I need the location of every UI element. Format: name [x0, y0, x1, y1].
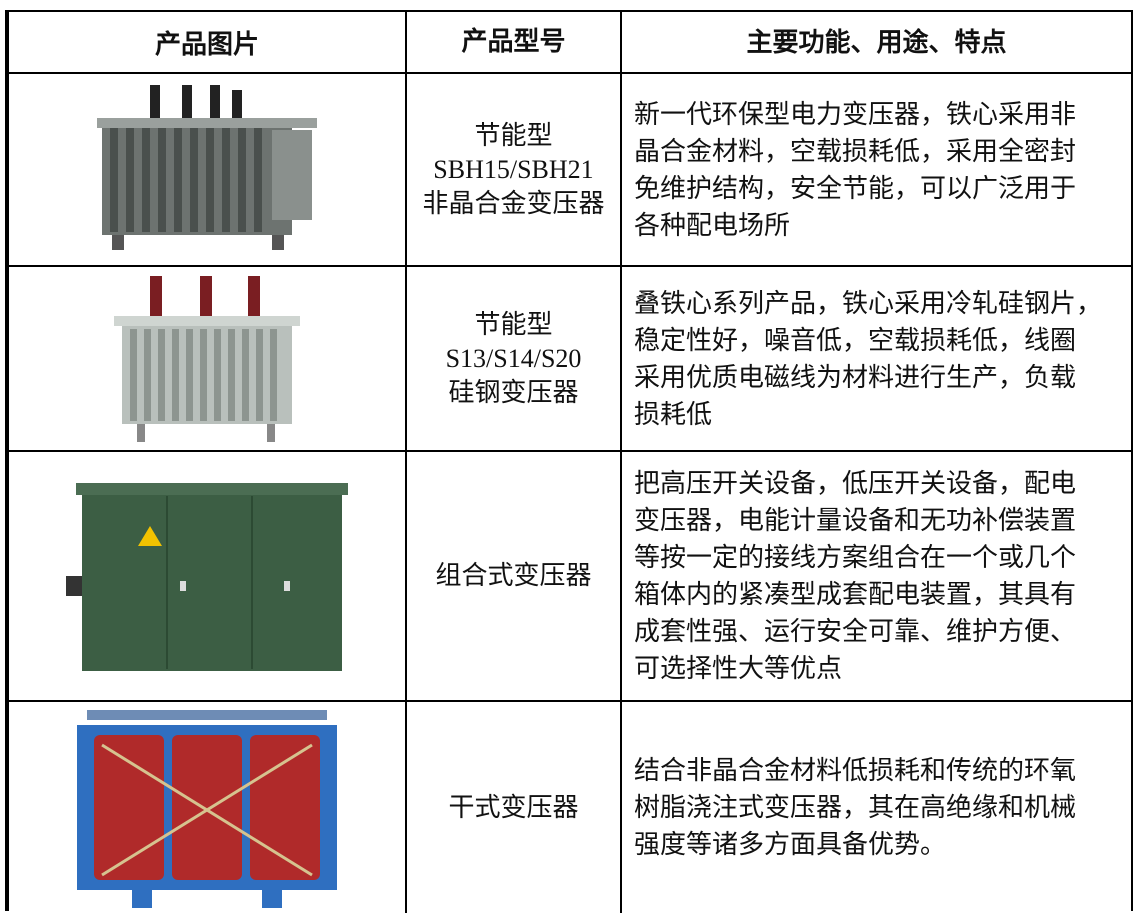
table-row: 节能型 SBH15/SBH21 非晶合金变压器 新一代环保型电力变压器，铁心采用非晶…	[9, 74, 1131, 267]
text-line: 节能型	[474, 309, 553, 339]
text-line: S13/S14/S20	[445, 343, 582, 373]
model-cell: 节能型 SBH15/SBH21 非晶合金变压器	[407, 74, 622, 265]
text-line: 把高压开关设备，低压开关设备，配电	[634, 469, 1077, 498]
model-cell: 节能型 S13/S14/S20 硅钢变压器	[407, 267, 622, 450]
image-cell	[9, 452, 407, 700]
text-line: 节能型	[474, 120, 553, 150]
text-line: 稳定性好，噪音低，空载损耗低，线圈	[634, 325, 1077, 355]
image-cell	[9, 74, 407, 265]
product-image	[77, 710, 337, 908]
table-row: 组合式变压器 把高压开关设备，低压开关设备，配电 变压器，电能计量设备和无功补偿装…	[9, 452, 1131, 702]
text-line: 叠铁心系列产品，铁心采用冷轧硅钢片，	[634, 288, 1103, 318]
description-cell: 新一代环保型电力变压器，铁心采用非 晶合金材料，空载损耗低，采用全密封 免维护结构，…	[622, 74, 1131, 265]
text-line: 采用优质电磁线为材料进行生产，负载	[634, 362, 1077, 392]
text-line: 硅钢变压器	[448, 377, 579, 407]
product-image	[97, 84, 317, 250]
image-cell	[9, 267, 407, 450]
text-line: 干式变压器	[448, 792, 579, 822]
model-cell: 干式变压器	[407, 702, 622, 913]
description-cell: 把高压开关设备，低压开关设备，配电 变压器，电能计量设备和无功补偿装置 等按一定的接…	[622, 452, 1131, 700]
text-line: 结合非晶合金材料低损耗和传统的环氧	[634, 756, 1077, 785]
table-row: 干式变压器 结合非晶合金材料低损耗和传统的环氧 树脂浇注式变压器，其在高绝缘和机械…	[9, 702, 1131, 913]
text-line: 等按一定的接线方案组合在一个或几个	[634, 543, 1077, 572]
image-cell	[9, 702, 407, 913]
header-row: 产品图片 产品型号 主要功能、用途、特点	[9, 12, 1131, 74]
text-line: 树脂浇注式变压器，其在高绝缘和机械	[634, 793, 1077, 822]
description-cell: 结合非晶合金材料低损耗和传统的环氧 树脂浇注式变压器，其在高绝缘和机械 强度等诸多方…	[622, 702, 1131, 913]
text-line: 强度等诸多方面具备优势。	[634, 830, 947, 859]
text-line: 各种配电场所	[634, 210, 791, 240]
text-line: 免维护结构，安全节能，可以广泛用于	[634, 173, 1077, 203]
description-cell: 叠铁心系列产品，铁心采用冷轧硅钢片， 稳定性好，噪音低，空载损耗低，线圈 采用优质电…	[622, 267, 1131, 450]
header-cell: 主要功能、用途、特点	[746, 27, 1007, 57]
text-line: 组合式变压器	[435, 561, 592, 590]
header-cell: 产品型号	[407, 12, 622, 72]
table-row: 节能型 S13/S14/S20 硅钢变压器 叠铁心系列产品，铁心采用冷轧硅钢片， 稳定…	[9, 267, 1131, 452]
text-line: 非晶合金变压器	[422, 188, 605, 218]
header-cell: 产品图片	[9, 12, 407, 72]
model-cell: 组合式变压器	[407, 452, 622, 700]
text-line: 损耗低	[634, 399, 713, 429]
text-line: 成套性强、运行安全可靠、维护方便、	[634, 617, 1077, 646]
text-line: SBH15/SBH21	[433, 154, 594, 184]
product-table: 产品图片 产品型号 主要功能、用途、特点 节能型 SBH15/SBH21 非晶合金变…	[5, 10, 1133, 913]
product-image	[114, 275, 300, 442]
text-line: 新一代环保型电力变压器，铁心采用非	[634, 99, 1077, 129]
text-line: 变压器，电能计量设备和无功补偿装置	[634, 506, 1077, 535]
text-line: 晶合金材料，空载损耗低，采用全密封	[634, 136, 1077, 166]
product-image	[66, 483, 348, 671]
text-line: 箱体内的紧凑型成套配电装置，其具有	[634, 580, 1077, 609]
text-line: 可选择性大等优点	[634, 654, 843, 683]
